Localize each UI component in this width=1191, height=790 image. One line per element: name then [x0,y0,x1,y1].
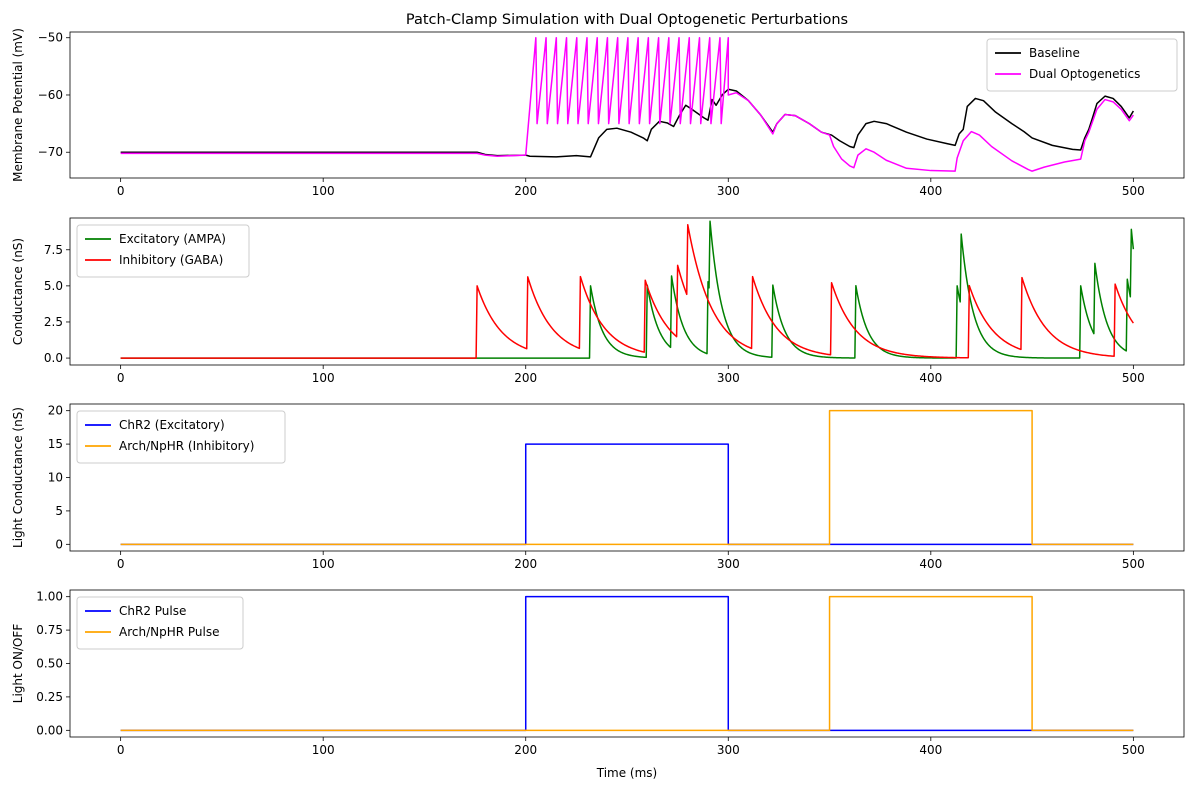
x-tick-label: 500 [1122,557,1145,571]
panel-1: 0 100 200 300 400 500 −70 −60 −50 Membrane Potent… [11,12,1185,198]
y-tick-label: 10 [48,471,63,485]
series-line-2 [120,36,1134,172]
x-tick-label: 400 [919,184,942,198]
legend-label-1: ChR2 Pulse [119,604,186,618]
chart-title: Patch-Clamp Simulation with Dual Optogen… [406,12,848,28]
legend-label-1: Baseline [1029,46,1080,60]
y-axis-label: Conductance (nS) [11,238,25,345]
series-group [120,409,1134,546]
legend-box [76,224,250,278]
series-group [120,595,1134,732]
y-tick-label: −50 [38,31,63,45]
y-tick-label: 0.25 [36,690,63,704]
x-tick-label: 300 [717,184,740,198]
x-tick-label: 100 [312,743,335,757]
legend-label-2: Inhibitory (GABA) [119,253,223,267]
x-tick-label: 500 [1122,184,1145,198]
y-tick-label: 0 [55,537,63,551]
legend-label-1: Excitatory (AMPA) [119,232,226,246]
panel-4: 0 100 200 300 400 500 0.00 0.25 0.50 0.75 1.00 Ligh… [11,589,1185,780]
y-tick-label: 7.5 [44,243,63,257]
y-tick-label: 20 [48,404,63,418]
x-tick-label: 200 [514,557,537,571]
y-tick-label: 2.5 [44,315,63,329]
y-tick-label: 5 [55,504,63,518]
series-line-2 [120,595,1134,732]
axes-frame [69,217,1185,366]
panel-2: 0 100 200 300 400 500 0.0 2.5 5.0 7.5 Conductance … [11,217,1185,385]
x-tick-label: 200 [514,184,537,198]
y-tick-label: 5.0 [44,279,63,293]
y-tick-label: 0.75 [36,623,63,637]
x-tick-label: 400 [919,743,942,757]
legend: ChR2 (Excitatory) Arch/NpHR (Inhibitory) [76,410,286,464]
x-tick-label: 100 [312,184,335,198]
series-line-1 [120,88,1135,158]
x-tick-label: 300 [717,557,740,571]
y-tick-label: 0.00 [36,723,63,737]
x-tick-label: 100 [312,371,335,385]
y-axis-label: Membrane Potential (mV) [11,28,25,182]
x-axis-label: Time (ms) [596,766,658,780]
y-tick-label: −60 [38,88,63,102]
x-tick-label: 0 [117,371,125,385]
y-axis-label: Light Conductance (nS) [11,407,25,548]
x-tick-label: 300 [717,371,740,385]
legend-label-2: Arch/NpHR Pulse [119,625,220,639]
y-tick-label: 1.00 [36,590,63,604]
legend-label-2: Dual Optogenetics [1029,67,1140,81]
series-line-2 [120,409,1134,546]
legend: ChR2 Pulse Arch/NpHR Pulse [76,596,244,650]
y-tick-label: 0.50 [36,657,63,671]
series-group [120,220,1135,359]
x-tick-label: 400 [919,557,942,571]
x-tick-label: 200 [514,371,537,385]
x-tick-label: 0 [117,743,125,757]
y-axis-label: Light ON/OFF [11,624,25,704]
legend-box [76,596,244,650]
legend-box [986,38,1178,92]
series-line-1 [120,595,1134,732]
x-tick-label: 0 [117,557,125,571]
y-tick-label: 0.0 [44,351,63,365]
series-line-2 [120,223,1134,359]
x-tick-label: 500 [1122,743,1145,757]
x-tick-label: 0 [117,184,125,198]
y-tick-label: −70 [38,145,63,159]
series-group [120,36,1135,172]
axes-frame [69,31,1185,179]
series-line-1 [120,220,1135,359]
x-tick-label: 500 [1122,371,1145,385]
x-tick-label: 200 [514,743,537,757]
legend-box [76,410,286,464]
legend-label-1: ChR2 (Excitatory) [119,418,225,432]
x-tick-label: 400 [919,371,942,385]
legend: Baseline Dual Optogenetics [986,38,1178,92]
y-tick-label: 15 [48,437,63,451]
legend-label-2: Arch/NpHR (Inhibitory) [119,439,254,453]
x-tick-label: 100 [312,557,335,571]
x-tick-label: 300 [717,743,740,757]
panel-3: 0 100 200 300 400 500 0 5 10 15 20 Light Conductanc… [11,403,1185,571]
legend: Excitatory (AMPA) Inhibitory (GABA) [76,224,250,278]
